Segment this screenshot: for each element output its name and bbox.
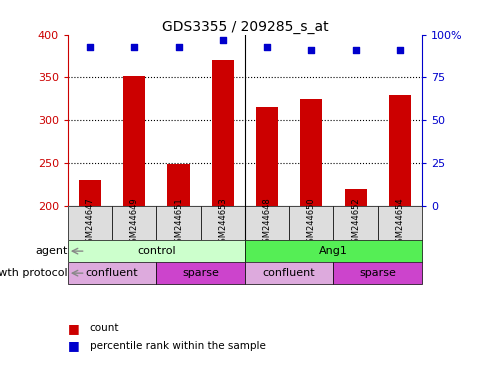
Text: GSM244654: GSM244654 bbox=[394, 198, 404, 248]
Point bbox=[130, 43, 138, 50]
Text: GSM244652: GSM244652 bbox=[350, 198, 359, 248]
Text: GSM244649: GSM244649 bbox=[130, 198, 138, 248]
Bar bbox=[212, 60, 233, 206]
Text: sparse: sparse bbox=[359, 268, 395, 278]
FancyBboxPatch shape bbox=[333, 206, 377, 240]
Text: GSM244651: GSM244651 bbox=[174, 198, 182, 248]
Point bbox=[86, 43, 94, 50]
Text: GSM244648: GSM244648 bbox=[262, 198, 271, 248]
FancyBboxPatch shape bbox=[377, 206, 421, 240]
Bar bbox=[388, 94, 410, 206]
Point bbox=[351, 47, 359, 53]
Point bbox=[263, 43, 271, 50]
Text: count: count bbox=[90, 323, 119, 333]
FancyBboxPatch shape bbox=[68, 206, 112, 240]
Text: GSM244653: GSM244653 bbox=[218, 198, 227, 248]
Bar bbox=[300, 99, 322, 206]
FancyBboxPatch shape bbox=[288, 206, 333, 240]
Text: sparse: sparse bbox=[182, 268, 219, 278]
Text: confluent: confluent bbox=[86, 268, 138, 278]
Text: Ang1: Ang1 bbox=[318, 246, 347, 256]
Text: growth protocol: growth protocol bbox=[0, 268, 68, 278]
FancyBboxPatch shape bbox=[156, 262, 244, 284]
Point bbox=[307, 47, 315, 53]
Text: GSM244647: GSM244647 bbox=[85, 198, 94, 248]
Bar bbox=[256, 108, 277, 206]
Text: ■: ■ bbox=[68, 322, 79, 335]
Bar bbox=[123, 76, 145, 206]
Text: confluent: confluent bbox=[262, 268, 315, 278]
FancyBboxPatch shape bbox=[200, 206, 244, 240]
FancyBboxPatch shape bbox=[333, 262, 421, 284]
FancyBboxPatch shape bbox=[68, 262, 156, 284]
Text: percentile rank within the sample: percentile rank within the sample bbox=[90, 341, 265, 351]
Bar bbox=[167, 164, 189, 206]
FancyBboxPatch shape bbox=[244, 240, 421, 262]
Title: GDS3355 / 209285_s_at: GDS3355 / 209285_s_at bbox=[161, 20, 328, 33]
FancyBboxPatch shape bbox=[244, 262, 333, 284]
FancyBboxPatch shape bbox=[68, 240, 244, 262]
FancyBboxPatch shape bbox=[156, 206, 200, 240]
Text: control: control bbox=[137, 246, 175, 256]
FancyBboxPatch shape bbox=[112, 206, 156, 240]
Point bbox=[218, 36, 226, 43]
Bar bbox=[79, 180, 101, 206]
Point bbox=[174, 43, 182, 50]
Point bbox=[395, 47, 403, 53]
Bar bbox=[344, 189, 366, 206]
Text: ■: ■ bbox=[68, 339, 79, 352]
Text: GSM244650: GSM244650 bbox=[306, 198, 315, 248]
FancyBboxPatch shape bbox=[244, 206, 288, 240]
Text: agent: agent bbox=[35, 246, 68, 256]
